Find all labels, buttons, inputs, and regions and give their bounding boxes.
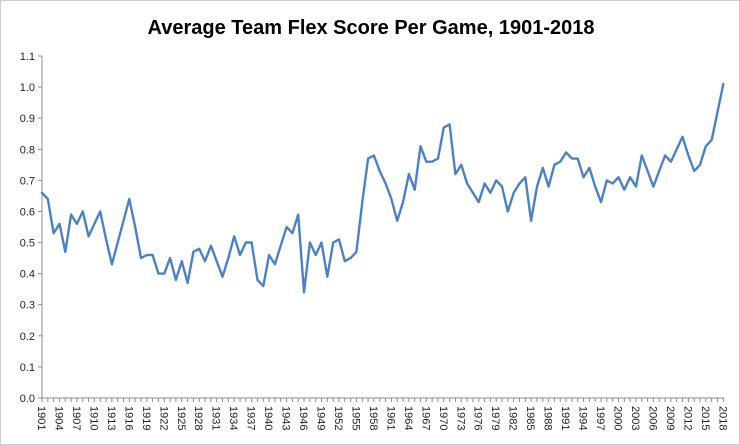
x-axis-tick-label: 1946 <box>297 406 309 430</box>
x-axis-tick-label: 1919 <box>140 406 152 430</box>
x-axis-tick-label: 1949 <box>315 406 327 430</box>
x-axis-tick-label: 1913 <box>105 406 117 430</box>
x-axis-tick-label: 1940 <box>262 406 274 430</box>
y-axis-tick-label: 0.8 <box>20 144 35 156</box>
x-axis-tick-label: 2000 <box>611 406 623 430</box>
x-axis-tick-label: 1943 <box>280 406 292 430</box>
x-axis-tick-label: 1925 <box>175 406 187 430</box>
x-axis-tick-label: 1904 <box>52 406 64 430</box>
x-axis-tick-label: 1976 <box>472 406 484 430</box>
x-axis-tick-label: 1955 <box>349 406 361 430</box>
x-axis-tick-label: 1907 <box>70 406 82 430</box>
x-axis-tick-label: 1991 <box>559 406 571 430</box>
x-axis-tick-label: 2018 <box>716 406 728 430</box>
x-axis-tick-label: 1988 <box>542 406 554 430</box>
x-axis-tick-label: 1973 <box>454 406 466 430</box>
y-axis-tick-label: 0.2 <box>20 331 35 343</box>
y-axis-tick-label: 0.9 <box>20 113 35 125</box>
x-axis-tick-label: 1910 <box>87 406 99 430</box>
x-axis-tick-label: 1985 <box>524 406 536 430</box>
x-axis-tick-label: 1958 <box>367 406 379 430</box>
y-axis-tick-label: 0.0 <box>20 393 35 405</box>
x-axis-tick-label: 1964 <box>402 406 414 430</box>
x-axis-tick-label: 1922 <box>157 406 169 430</box>
flex-score-line <box>40 82 725 294</box>
x-axis-tick-label: 1952 <box>332 406 344 430</box>
x-axis-tick-label: 1982 <box>507 406 519 430</box>
x-axis-tick-label: 1931 <box>210 406 222 430</box>
y-axis-tick-label: 0.3 <box>20 300 35 312</box>
y-axis-tick-label: 0.4 <box>20 269 35 281</box>
x-axis-tick-label: 1928 <box>192 406 204 430</box>
chart-title: Average Team Flex Score Per Game, 1901-2… <box>148 17 595 39</box>
x-axis-tick-label: 1997 <box>594 406 606 430</box>
y-axis-tick-label: 0.5 <box>20 238 35 250</box>
x-axis-tick-label: 1979 <box>489 406 501 430</box>
x-axis-tick-label: 1994 <box>577 406 589 430</box>
x-axis-tick-label: 2012 <box>681 406 693 430</box>
x-axis-tick-label: 1967 <box>419 406 431 430</box>
y-axis-tick-label: 0.6 <box>20 206 35 218</box>
x-axis-tick-label: 1937 <box>245 406 257 430</box>
flex-score-line-series <box>40 82 725 294</box>
x-axis-tick-label: 1934 <box>227 406 239 430</box>
x-axis-tick-label: 2015 <box>699 406 711 430</box>
x-axis-tick-label: 1961 <box>384 406 396 430</box>
y-axis-tick-label: 1.1 <box>20 51 35 63</box>
x-axis-tick-label: 1901 <box>35 406 47 430</box>
x-axis-tick-label: 2009 <box>664 406 676 430</box>
y-axis-tick-label: 1.0 <box>20 82 35 94</box>
x-axis-tick-label: 2003 <box>629 406 641 430</box>
x-axis-tick-label: 1916 <box>122 406 134 430</box>
y-axis-tick-label: 0.7 <box>20 175 35 187</box>
axes: 0.0 0.1 0.2 0.3 0.4 0.5 0.6 0.7 0.8 0.9 1.0 1.1 1901… <box>20 51 729 430</box>
y-axis-tick-label: 0.1 <box>20 362 35 374</box>
x-axis-tick-label: 2006 <box>646 406 658 430</box>
x-axis-tick-label: 1970 <box>437 406 449 430</box>
